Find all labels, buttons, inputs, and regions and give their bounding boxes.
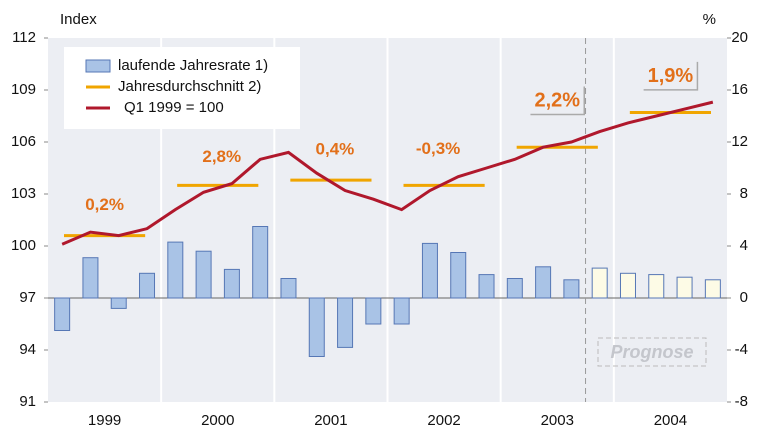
- y2-tick-label: 20: [731, 29, 748, 46]
- bar: [308, 297, 325, 357]
- bar: [421, 242, 438, 299]
- bar: [139, 272, 156, 299]
- bar: [535, 266, 552, 299]
- legend-label: laufende Jahresrate 1): [118, 57, 268, 74]
- bar: [223, 268, 240, 299]
- bar: [110, 297, 127, 309]
- y-tick-label: 91: [19, 393, 36, 410]
- legend-label: Jahresdurchschnitt 2): [118, 78, 261, 95]
- legend-swatch: [85, 59, 111, 73]
- y-tick-label: 103: [11, 185, 36, 202]
- legend-label: Q1 1999 = 100: [124, 99, 224, 116]
- x-tick-label: 2000: [201, 412, 234, 429]
- bar: [82, 257, 99, 299]
- bar: [252, 226, 269, 299]
- bar: [506, 278, 523, 299]
- bar: [195, 250, 212, 299]
- bar: [704, 279, 721, 299]
- annotation: -0,3%: [416, 139, 460, 158]
- annotation-frame: [530, 86, 586, 116]
- bar: [619, 272, 636, 299]
- forecast-label: Prognose: [610, 342, 693, 362]
- y2-tick-label: 4: [740, 237, 748, 254]
- x-tick-label: 1999: [88, 412, 121, 429]
- y2-tick-label: 12: [731, 133, 748, 150]
- bar: [337, 297, 354, 348]
- x-tick-label: 2003: [541, 412, 574, 429]
- x-tick-label: 2002: [427, 412, 460, 429]
- annotation: 0,4%: [316, 140, 355, 159]
- bar: [591, 267, 608, 299]
- bar: [280, 278, 297, 299]
- y-tick-label: 100: [11, 237, 36, 254]
- bar: [648, 274, 665, 299]
- y2-tick-label: -4: [735, 341, 748, 358]
- annotation: 2,8%: [202, 147, 241, 166]
- bar: [450, 252, 467, 299]
- bar: [563, 279, 580, 299]
- bar: [54, 297, 71, 331]
- bar: [167, 241, 184, 299]
- y-tick-label: 106: [11, 133, 36, 150]
- y2-tick-label: 16: [731, 81, 748, 98]
- bar: [393, 297, 410, 325]
- x-tick-label: 2004: [654, 412, 687, 429]
- annotation: 1,9%: [648, 65, 694, 87]
- bar: [478, 274, 495, 299]
- y2-axis-label: %: [703, 11, 716, 28]
- y-axis-label: Index: [60, 11, 97, 28]
- bar: [676, 276, 693, 299]
- forecast-box: [597, 337, 707, 367]
- annotation: 2,2%: [534, 89, 580, 111]
- y-tick-label: 109: [11, 81, 36, 98]
- y2-tick-label: 8: [740, 185, 748, 202]
- y-tick-label: 97: [19, 289, 36, 306]
- annotation: 0,2%: [85, 195, 124, 214]
- index-line: [61, 100, 714, 246]
- annotation-frame: [643, 61, 699, 91]
- y-tick-label: 112: [12, 29, 36, 46]
- bar: [365, 297, 382, 325]
- y2-tick-label: -8: [735, 393, 748, 410]
- y2-tick-label: 0: [740, 289, 748, 306]
- y-tick-label: 94: [19, 341, 36, 358]
- x-tick-label: 2001: [314, 412, 347, 429]
